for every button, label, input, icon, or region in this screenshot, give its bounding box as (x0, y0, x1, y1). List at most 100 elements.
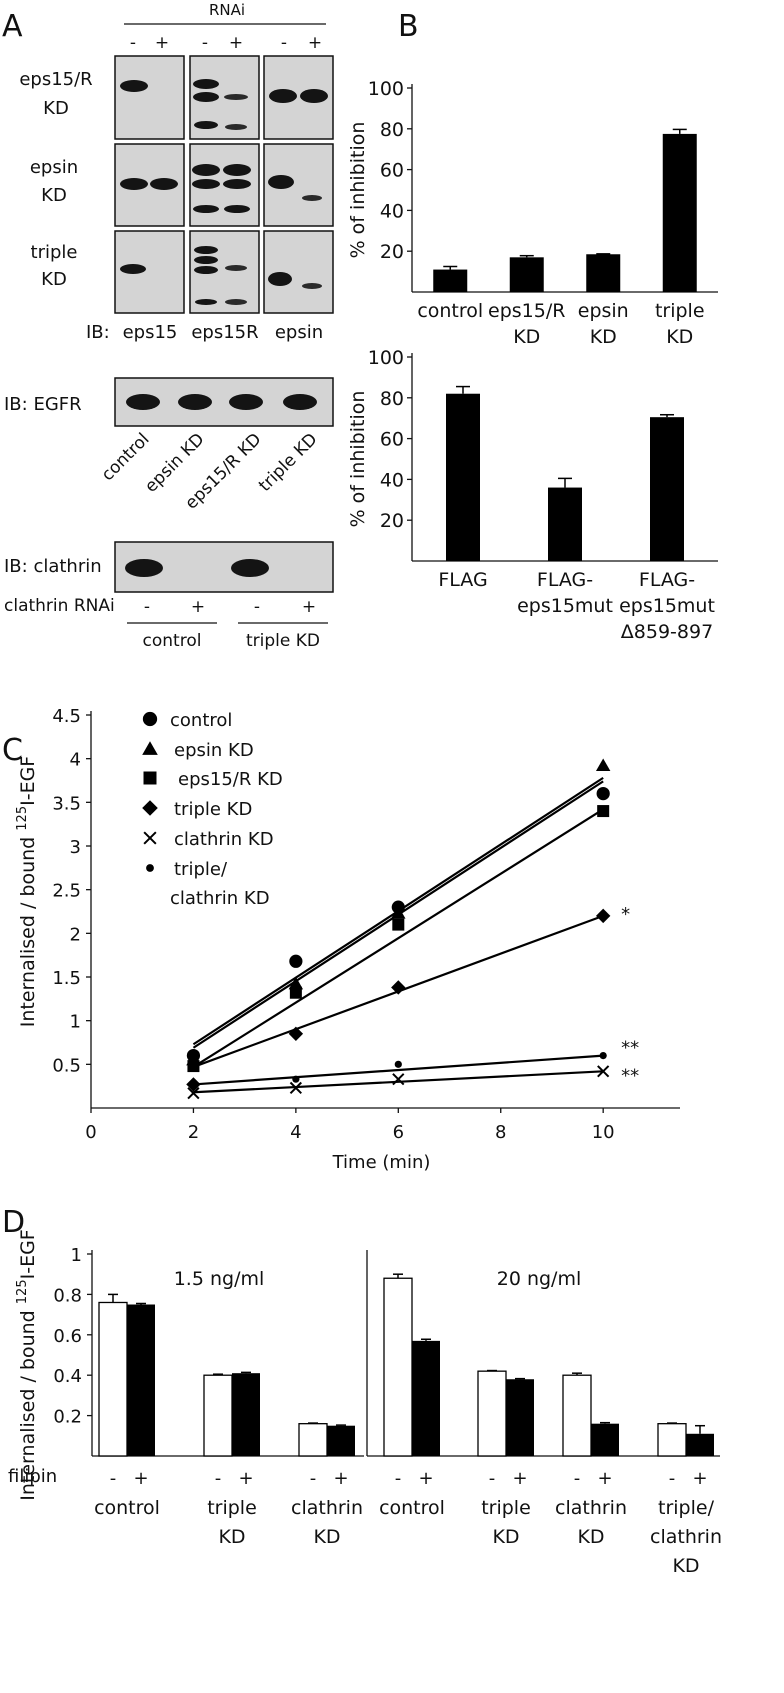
ib-col-eps15: eps15 (123, 322, 178, 343)
bar (662, 133, 697, 292)
x-axis-label: Time (min) (332, 1152, 431, 1173)
marker-triangle (142, 741, 158, 755)
panel-letter-c: C (2, 733, 23, 768)
y-tick-label: 1.5 (52, 968, 81, 989)
x-tick-label: 2 (188, 1122, 199, 1143)
y-tick-label: 100 (368, 78, 404, 100)
marker-dot (599, 1052, 607, 1060)
ib-col-eps15r: eps15R (191, 322, 258, 343)
filipin-sign: + (238, 1468, 253, 1489)
filipin-sign: - (574, 1468, 581, 1489)
filipin-sign: + (333, 1468, 348, 1489)
filipin-sign: + (418, 1468, 433, 1489)
y-tick-label: 4 (70, 750, 81, 771)
marker-x (143, 831, 157, 845)
legend-label: eps15/R KD (178, 769, 283, 790)
marker-circle (142, 711, 158, 727)
legend-label: control (170, 710, 232, 731)
y-axis-label: Internalised / bound 125I-EGF (15, 1229, 39, 1500)
marker-x (597, 1065, 610, 1078)
marker-x-stroke (392, 1073, 405, 1086)
marker-x-stroke (597, 1065, 610, 1078)
bar (650, 417, 684, 561)
y-tick-label: 0.8 (53, 1285, 82, 1306)
bar-plus (506, 1379, 534, 1456)
x-tick-label: 0 (85, 1122, 96, 1143)
series-3: * (186, 904, 630, 1092)
clathrin-lane-minus-1: - (144, 597, 150, 617)
filipin-sign: + (133, 1468, 148, 1489)
subplot-title: 1.5 ng/ml (174, 1268, 265, 1290)
bar-plus (686, 1433, 714, 1456)
y-tick-label: 1 (71, 1245, 82, 1266)
bar (548, 487, 582, 561)
y-axis-label-suffix: I-EGF (17, 1229, 39, 1279)
marker-diamond (595, 908, 611, 924)
y-axis-label: % of inhibition (347, 122, 369, 259)
bar-minus (383, 1277, 413, 1457)
bar (586, 254, 621, 292)
y-tick-label: 3 (70, 837, 81, 858)
rnai-label: RNAi (209, 1, 245, 19)
bar-plus (127, 1304, 155, 1456)
y-axis-label: Internalised / bound 125I-EGF (15, 756, 39, 1027)
y-tick-label: 0.5 (52, 1055, 81, 1076)
category-label: FLAG- (537, 569, 593, 591)
bands-row-2 (120, 164, 322, 213)
category-label: triple (207, 1497, 257, 1519)
x-tick-label: 4 (290, 1122, 301, 1143)
ib-prefix: IB: (86, 322, 110, 343)
clathrin-lane-plus-2: + (302, 597, 316, 617)
category-label: triple (655, 300, 705, 322)
y-tick-label: 60 (380, 160, 404, 182)
marker-dot (146, 864, 154, 872)
row-label-eps15r-kd-1: eps15/R (19, 69, 92, 90)
significance-mark: ** (621, 1065, 639, 1086)
significance-mark: * (621, 904, 630, 925)
row-label-triple-kd-2: KD (41, 269, 67, 290)
bar-minus (657, 1423, 687, 1457)
category-label: control (417, 300, 483, 322)
lane-minus-2: - (202, 33, 208, 53)
category-label: KD (513, 326, 540, 348)
marker-square (289, 986, 302, 999)
category-label: triple/ (658, 1497, 715, 1519)
series-4: ** (187, 1065, 639, 1100)
y-tick-label: 80 (380, 119, 404, 141)
panel-letter-a: A (2, 9, 23, 44)
marker-diamond (288, 1026, 304, 1041)
row-label-triple-kd-1: triple (31, 242, 78, 263)
y-tick-label: 60 (380, 429, 404, 451)
chart-b-bottom: 20 40 60 80 100 FLAG FLAG-eps15mut FLAG-eps15mu… (347, 347, 718, 643)
y-tick-label: 100 (368, 347, 404, 369)
legend: control epsin KD eps15/R KD triple KD clathr… (142, 710, 283, 909)
category-label: Δ859-897 (621, 621, 713, 643)
row-label-eps15r-kd-2: KD (43, 98, 69, 119)
bar-minus (203, 1374, 233, 1457)
filipin-sign: + (692, 1468, 707, 1489)
series-2 (187, 805, 610, 1073)
marker-square (143, 771, 157, 785)
bands-row-1 (120, 79, 328, 130)
y-axis-label-sup: 125 (15, 806, 30, 831)
y-tick-label: 2 (70, 924, 81, 945)
category-label: FLAG (438, 569, 487, 591)
fit-line (192, 808, 604, 1068)
category-label: KD (666, 326, 693, 348)
category-label: clathrin (291, 1497, 363, 1519)
category-label: FLAG- (639, 569, 695, 591)
filipin-sign: - (669, 1468, 676, 1489)
marker-triangle (595, 758, 611, 772)
category-label: KD (590, 326, 617, 348)
category-label: KD (672, 1555, 699, 1577)
filipin-sign: + (597, 1468, 612, 1489)
y-tick-label: 1 (70, 1012, 81, 1033)
marker-x-stroke (187, 1087, 200, 1100)
legend-label: clathrin KD (170, 888, 270, 909)
filipin-sign: - (395, 1468, 402, 1489)
panel-letter-d: D (2, 1205, 25, 1240)
clathrin-label: IB: clathrin (4, 556, 102, 577)
bands-row-3 (120, 246, 322, 305)
y-tick-label: 20 (380, 241, 404, 263)
